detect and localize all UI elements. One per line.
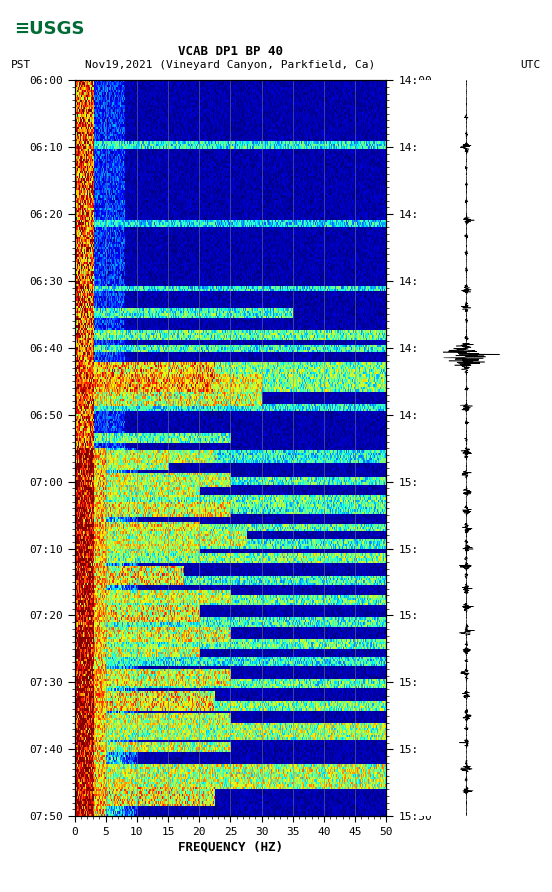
- Text: ≡USGS: ≡USGS: [14, 20, 84, 37]
- Text: UTC: UTC: [521, 60, 541, 70]
- X-axis label: FREQUENCY (HZ): FREQUENCY (HZ): [178, 841, 283, 854]
- Text: VCAB DP1 BP 40: VCAB DP1 BP 40: [178, 45, 283, 58]
- Text: PST: PST: [11, 60, 31, 70]
- Text: Nov19,2021 (Vineyard Canyon, Parkfield, Ca): Nov19,2021 (Vineyard Canyon, Parkfield, …: [86, 60, 375, 70]
